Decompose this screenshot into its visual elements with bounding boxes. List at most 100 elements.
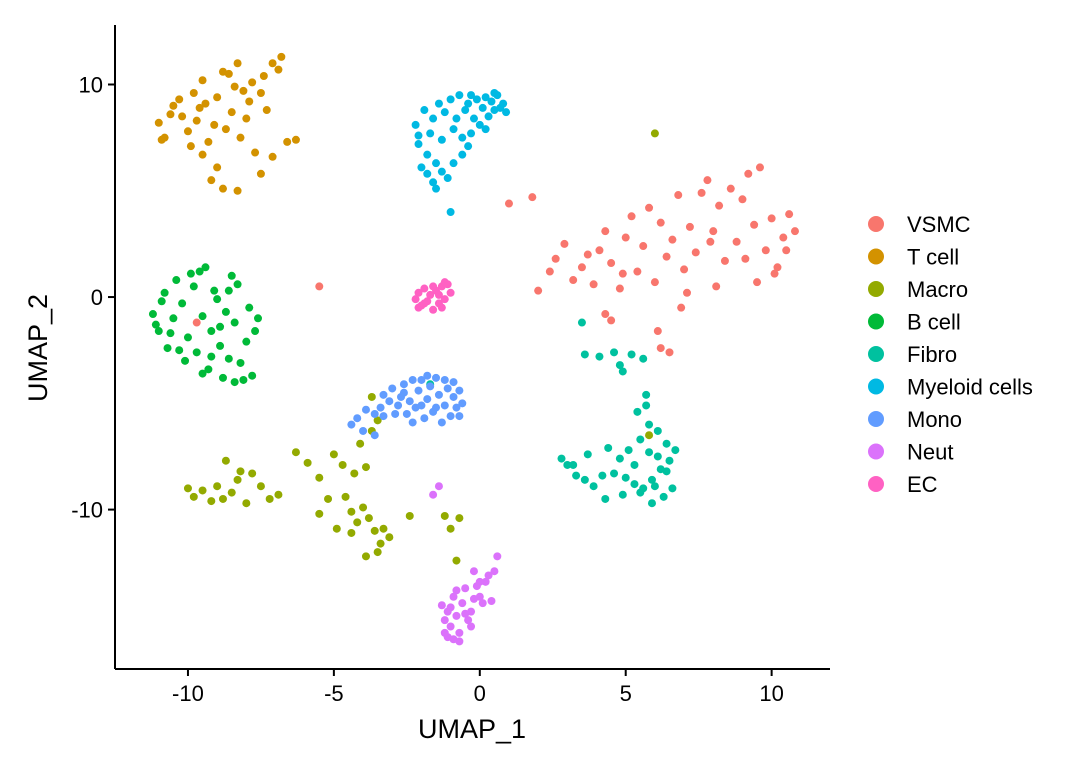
- data-point-fibro: [580, 350, 589, 359]
- data-point-vsmc: [595, 246, 604, 255]
- data-point-t-cell: [210, 120, 219, 129]
- data-point-b-cell: [172, 276, 181, 285]
- data-point-myeloid-cells: [417, 163, 426, 172]
- data-point-t-cell: [166, 110, 175, 119]
- data-point-t-cell: [221, 125, 230, 134]
- data-point-vsmc: [715, 201, 724, 210]
- data-point-fibro: [627, 350, 636, 359]
- data-point-vsmc: [315, 282, 324, 291]
- data-point-vsmc: [662, 252, 671, 261]
- data-point-myeloid-cells: [467, 91, 476, 100]
- data-point-b-cell: [230, 318, 239, 327]
- legend-key-ec: [868, 476, 884, 492]
- data-point-t-cell: [256, 89, 265, 98]
- data-point-ec: [429, 305, 438, 314]
- data-point-fibro: [589, 482, 598, 491]
- data-point-b-cell: [216, 322, 225, 331]
- data-point-fibro: [647, 475, 656, 484]
- data-point-t-cell: [233, 59, 242, 68]
- y-tick-label: -10: [71, 498, 103, 523]
- data-point-vsmc: [621, 233, 630, 242]
- points-layer: [148, 52, 799, 646]
- data-point-myeloid-cells: [432, 184, 441, 193]
- x-tick-label: 5: [620, 681, 632, 706]
- data-point-fibro: [557, 454, 566, 463]
- data-point-ec: [446, 288, 455, 297]
- data-point-neut: [461, 609, 470, 618]
- data-point-t-cell: [224, 69, 233, 78]
- data-point-neut: [434, 482, 443, 491]
- data-point-myeloid-cells: [414, 131, 423, 140]
- x-tick-label: -10: [172, 681, 204, 706]
- data-point-vsmc: [685, 222, 694, 231]
- data-point-myeloid-cells: [458, 150, 467, 159]
- data-point-t-cell: [189, 89, 198, 98]
- data-point-mono: [458, 399, 467, 408]
- data-point-myeloid-cells: [429, 178, 438, 187]
- data-point-myeloid-cells: [437, 135, 446, 144]
- data-point-vsmc: [753, 278, 762, 287]
- data-point-t-cell: [230, 82, 239, 91]
- legend-label-ec: EC: [907, 472, 938, 497]
- legend-key-mono: [868, 411, 884, 427]
- data-point-vsmc: [607, 316, 616, 325]
- data-point-myeloid-cells: [423, 169, 432, 178]
- data-point-myeloid-cells: [449, 159, 458, 168]
- data-point-macro: [370, 526, 379, 535]
- legend-item-vsmc: VSMC: [868, 212, 971, 237]
- data-point-t-cell: [204, 137, 213, 146]
- data-point-ec: [429, 282, 438, 291]
- data-point-b-cell: [242, 337, 251, 346]
- data-point-mono: [353, 414, 362, 423]
- data-point-b-cell: [201, 263, 210, 272]
- data-point-neut: [429, 490, 438, 499]
- data-point-neut: [446, 603, 455, 612]
- data-point-myeloid-cells: [490, 89, 499, 98]
- data-point-macro: [213, 482, 222, 491]
- data-point-macro: [359, 503, 368, 512]
- data-point-fibro: [615, 361, 624, 370]
- data-point-vsmc: [577, 263, 586, 272]
- data-point-neut: [469, 567, 478, 576]
- series-macro: [183, 129, 659, 565]
- data-point-myeloid-cells: [487, 97, 496, 106]
- data-point-t-cell: [213, 163, 222, 172]
- data-point-myeloid-cells: [467, 129, 476, 138]
- data-point-t-cell: [268, 152, 277, 161]
- data-point-mono: [443, 384, 452, 393]
- data-point-vsmc: [744, 169, 753, 178]
- data-point-t-cell: [245, 97, 254, 106]
- data-point-fibro: [618, 367, 627, 376]
- data-point-macro: [353, 518, 362, 527]
- data-point-vsmc: [668, 235, 677, 244]
- data-point-neut: [487, 596, 496, 605]
- legend-item-mono: Mono: [868, 407, 962, 432]
- data-point-b-cell: [157, 297, 166, 306]
- data-point-vsmc: [633, 267, 642, 276]
- data-point-fibro: [668, 484, 677, 493]
- series-t-cell: [154, 52, 300, 195]
- legend-label-macro: Macro: [907, 277, 968, 302]
- data-point-macro: [347, 507, 356, 516]
- data-point-t-cell: [213, 93, 222, 102]
- data-point-t-cell: [186, 142, 195, 151]
- data-point-neut: [452, 611, 461, 620]
- legend-item-b-cell: B cell: [868, 310, 961, 335]
- data-point-vsmc: [627, 212, 636, 221]
- legend-key-macro: [868, 281, 884, 297]
- data-point-vsmc: [773, 263, 782, 272]
- data-point-neut: [478, 599, 487, 608]
- data-point-b-cell: [204, 365, 213, 374]
- legend-key-myeloid-cells: [868, 378, 884, 395]
- data-point-macro: [324, 494, 333, 503]
- data-point-myeloid-cells: [443, 174, 452, 183]
- data-point-mono: [420, 414, 429, 423]
- data-point-macro: [361, 463, 370, 472]
- data-point-b-cell: [151, 320, 160, 329]
- data-point-fibro: [577, 318, 586, 327]
- data-point-neut: [440, 616, 449, 625]
- data-point-myeloid-cells: [420, 106, 429, 115]
- data-point-t-cell: [242, 114, 251, 123]
- data-point-macro: [274, 490, 283, 499]
- data-point-fibro: [671, 446, 680, 455]
